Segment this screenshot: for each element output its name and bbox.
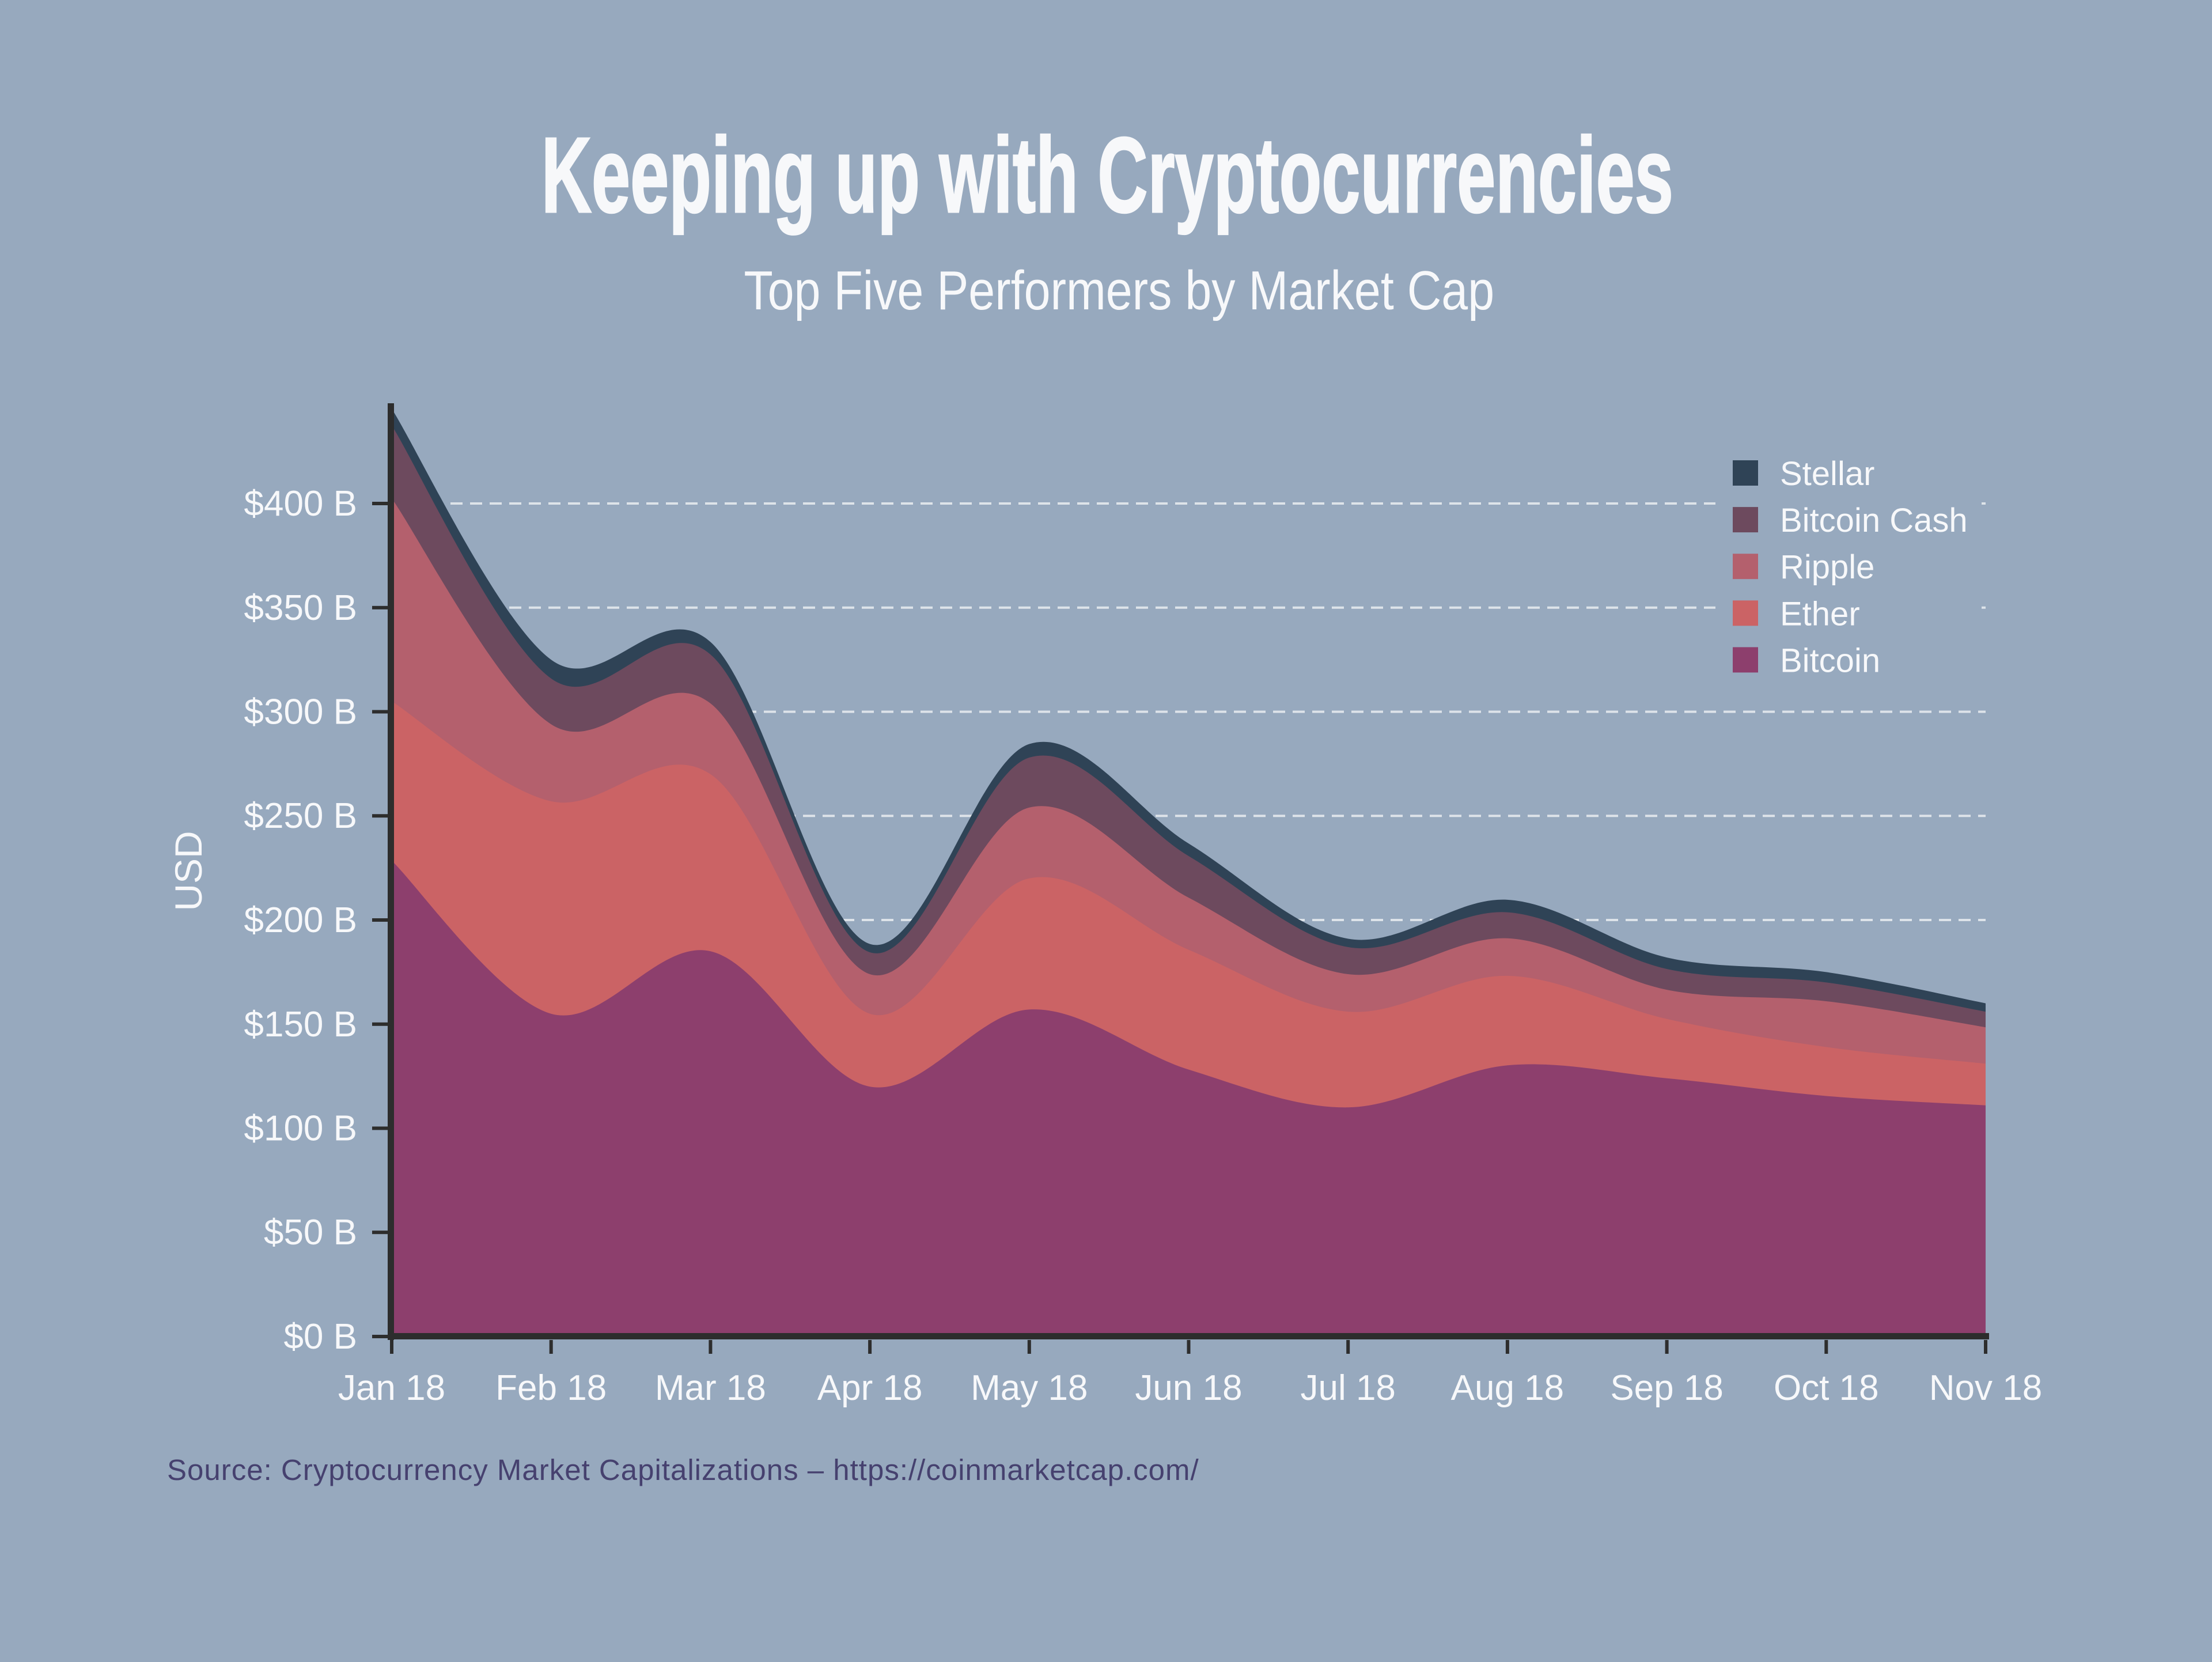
svg-text:Aug 18: Aug 18 (1451, 1368, 1565, 1408)
svg-text:$350 B: $350 B (244, 588, 357, 628)
svg-text:$400 B: $400 B (244, 484, 357, 524)
svg-text:$0 B: $0 B (283, 1317, 357, 1357)
svg-text:Sep 18: Sep 18 (1610, 1368, 1724, 1408)
svg-text:Keeping up with Cryptocurrenci: Keeping up with Cryptocurrencies (541, 116, 1673, 236)
svg-text:Source: Cryptocurrency Market: Source: Cryptocurrency Market Capitaliza… (167, 1453, 1199, 1486)
svg-text:Stellar: Stellar (1780, 455, 1874, 493)
svg-text:Jun 18: Jun 18 (1135, 1368, 1242, 1408)
svg-text:Apr 18: Apr 18 (817, 1368, 923, 1408)
svg-text:Oct 18: Oct 18 (1774, 1368, 1879, 1408)
svg-text:Jan 18: Jan 18 (338, 1368, 445, 1408)
svg-text:Nov 18: Nov 18 (1929, 1368, 2042, 1408)
svg-text:$200 B: $200 B (244, 900, 357, 940)
svg-text:Feb 18: Feb 18 (495, 1368, 607, 1408)
svg-text:$150 B: $150 B (244, 1005, 357, 1044)
svg-text:Top Five Performers by Market: Top Five Performers by Market Cap (744, 259, 1494, 321)
svg-text:Ether: Ether (1780, 595, 1860, 633)
svg-text:USD: USD (167, 831, 210, 911)
svg-text:Mar 18: Mar 18 (655, 1368, 766, 1408)
svg-text:Ripple: Ripple (1780, 548, 1874, 586)
svg-text:$250 B: $250 B (244, 796, 357, 836)
svg-text:Bitcoin: Bitcoin (1780, 642, 1880, 679)
svg-text:May 18: May 18 (971, 1368, 1088, 1408)
svg-text:Bitcoin Cash: Bitcoin Cash (1780, 502, 1968, 539)
svg-text:$300 B: $300 B (244, 692, 357, 732)
svg-text:$100 B: $100 B (244, 1109, 357, 1149)
svg-text:$50 B: $50 B (264, 1213, 357, 1252)
svg-text:Jul 18: Jul 18 (1300, 1368, 1395, 1408)
